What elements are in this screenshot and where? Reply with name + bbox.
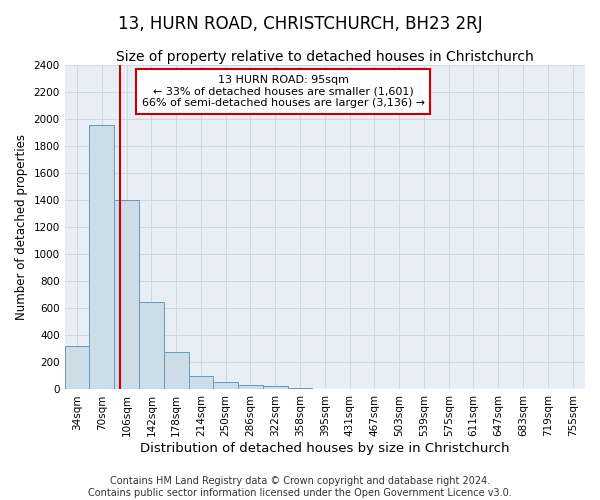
- Bar: [214, 382, 238, 390]
- Y-axis label: Number of detached properties: Number of detached properties: [15, 134, 28, 320]
- Text: 13, HURN ROAD, CHRISTCHURCH, BH23 2RJ: 13, HURN ROAD, CHRISTCHURCH, BH23 2RJ: [118, 15, 482, 33]
- Bar: [313, 389, 337, 390]
- Bar: [65, 346, 89, 390]
- Bar: [164, 352, 188, 390]
- Bar: [263, 386, 287, 390]
- Bar: [188, 376, 214, 390]
- X-axis label: Distribution of detached houses by size in Christchurch: Distribution of detached houses by size …: [140, 442, 509, 455]
- Text: 13 HURN ROAD: 95sqm
← 33% of detached houses are smaller (1,601)
66% of semi-det: 13 HURN ROAD: 95sqm ← 33% of detached ho…: [142, 75, 425, 108]
- Bar: [238, 384, 263, 390]
- Text: Contains HM Land Registry data © Crown copyright and database right 2024.
Contai: Contains HM Land Registry data © Crown c…: [88, 476, 512, 498]
- Bar: [139, 302, 164, 390]
- Bar: [287, 388, 313, 390]
- Title: Size of property relative to detached houses in Christchurch: Size of property relative to detached ho…: [116, 50, 534, 64]
- Bar: [114, 200, 139, 390]
- Bar: [89, 124, 114, 390]
